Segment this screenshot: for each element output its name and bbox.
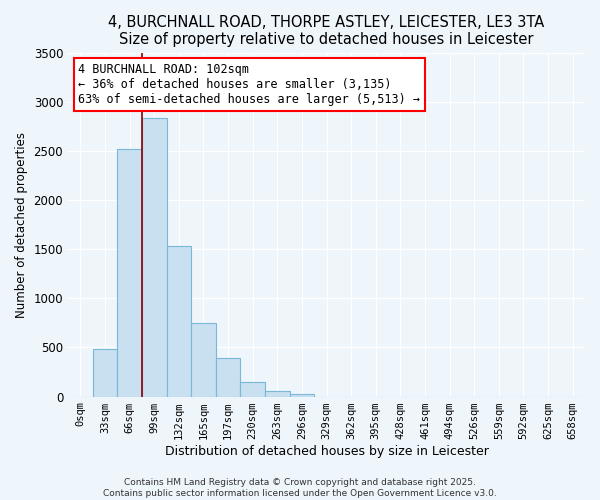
Bar [142,118,167,396]
Bar [241,382,265,396]
Bar [167,246,191,396]
Text: Contains HM Land Registry data © Crown copyright and database right 2025.
Contai: Contains HM Land Registry data © Crown c… [103,478,497,498]
Y-axis label: Number of detached properties: Number of detached properties [15,132,28,318]
Bar [265,390,290,396]
Text: 4 BURCHNALL ROAD: 102sqm
← 36% of detached houses are smaller (3,135)
63% of sem: 4 BURCHNALL ROAD: 102sqm ← 36% of detach… [79,63,421,106]
Bar [290,394,314,396]
Title: 4, BURCHNALL ROAD, THORPE ASTLEY, LEICESTER, LE3 3TA
Size of property relative t: 4, BURCHNALL ROAD, THORPE ASTLEY, LEICES… [109,15,545,48]
Bar [117,149,142,396]
X-axis label: Distribution of detached houses by size in Leicester: Distribution of detached houses by size … [164,444,488,458]
Bar [191,323,216,396]
Bar [92,350,117,397]
Bar [216,358,241,397]
